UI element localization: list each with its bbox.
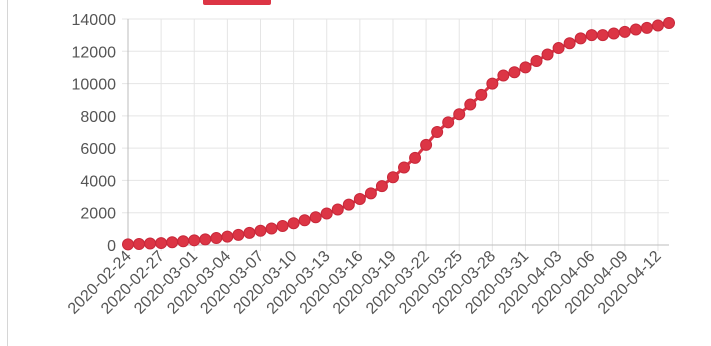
grid-lines [122,18,669,251]
data-point[interactable] [508,66,521,79]
y-tick-label: 0 [107,238,116,255]
data-point[interactable] [398,161,411,174]
series-line [127,21,670,246]
data-point[interactable] [177,235,190,248]
data-point[interactable] [243,226,256,239]
data-point[interactable] [475,88,488,101]
y-tick-label: 10000 [72,77,117,94]
data-point[interactable] [409,151,422,164]
data-point[interactable] [453,108,466,121]
data-point[interactable] [541,48,554,61]
y-tick-label: 6000 [80,141,116,158]
data-point[interactable] [122,238,134,251]
data-point[interactable] [298,214,311,227]
y-tick-label: 2000 [80,206,116,223]
data-point[interactable] [375,180,388,193]
y-tick-label: 14000 [72,12,117,29]
legend-swatch[interactable] [203,0,271,5]
data-point[interactable] [320,207,333,220]
data-point[interactable] [519,61,532,74]
data-point[interactable] [651,19,664,32]
data-point[interactable] [574,32,587,45]
data-point[interactable] [563,37,576,50]
y-tick-label: 4000 [80,173,116,190]
data-point[interactable] [497,69,510,82]
data-point[interactable] [188,234,201,247]
data-point[interactable] [629,23,642,36]
data-point[interactable] [607,27,620,40]
x-axis-tick-labels: 2020-02-242020-02-272020-03-012020-03-04… [65,248,665,318]
data-point[interactable] [331,203,344,216]
data-point[interactable] [364,187,377,200]
data-point[interactable] [552,42,565,55]
data-point[interactable] [353,192,366,205]
data-point[interactable] [199,233,212,246]
data-point[interactable] [254,224,267,237]
data-point[interactable] [431,126,444,138]
data-point[interactable] [585,29,598,42]
data-point[interactable] [464,98,477,111]
data-point[interactable] [342,198,355,211]
data-point[interactable] [133,238,146,251]
data-point[interactable] [166,236,179,249]
data-point[interactable] [618,25,631,38]
data-point[interactable] [221,230,234,243]
data-point[interactable] [640,21,653,34]
data-point[interactable] [530,54,543,67]
data-point[interactable] [309,211,322,224]
data-point[interactable] [386,171,399,184]
data-point[interactable] [442,116,455,129]
series-layer [122,17,675,251]
y-tick-label: 8000 [80,109,116,126]
y-axis-tick-labels: 0 2000 4000 6000 8000 10000 12000 14000 [72,12,117,255]
data-point[interactable] [663,17,675,30]
data-point[interactable] [265,222,278,235]
data-point[interactable] [210,232,223,245]
data-point[interactable] [287,217,300,230]
data-point[interactable] [232,228,245,241]
legend [203,0,271,5]
panel-border [7,0,8,346]
data-point[interactable] [276,219,289,232]
data-point[interactable] [420,138,433,151]
data-point[interactable] [486,77,499,90]
data-point[interactable] [596,29,609,42]
axes [127,19,669,246]
data-point[interactable] [155,237,168,250]
y-tick-label: 12000 [72,44,117,61]
data-point[interactable] [144,237,157,250]
